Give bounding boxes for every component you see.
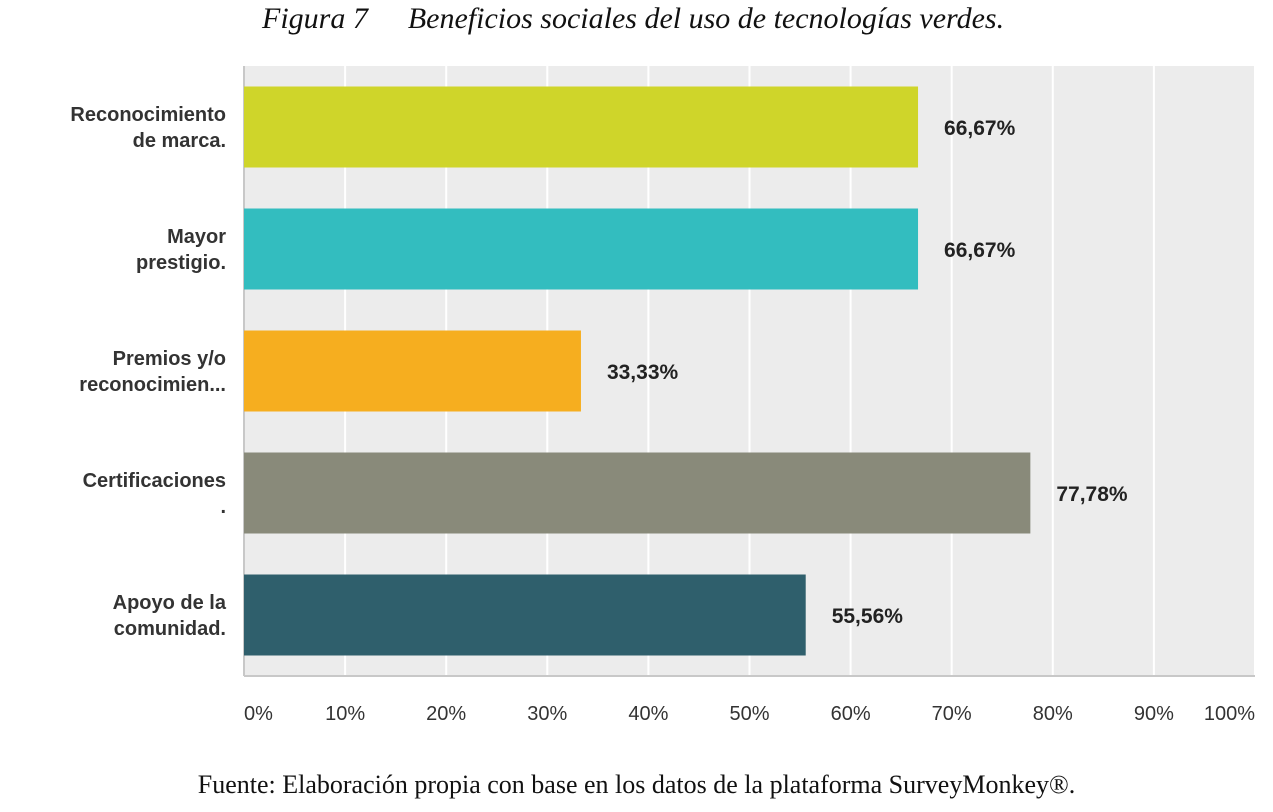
x-tick-label: 90% (1134, 703, 1174, 725)
bar (244, 452, 1031, 534)
x-tick-label: 80% (1033, 703, 1073, 725)
x-tick-label: 40% (628, 703, 668, 725)
bar-chart: 66,67% Reconocimiento de marca. 66,67% Mayor… (70, 66, 1256, 725)
category-label: de marca. (133, 130, 226, 152)
bar (244, 86, 919, 168)
category-label: Reconocimiento (70, 104, 226, 126)
x-tick-label: 60% (831, 703, 871, 725)
value-label: 66,67% (944, 239, 1016, 262)
x-tick-label: 70% (932, 703, 972, 725)
category-label: Premios y/o (113, 348, 226, 370)
x-tick-label: 50% (729, 703, 769, 725)
value-label: 66,67% (944, 117, 1016, 140)
bar (244, 208, 919, 290)
category-label: Apoyo de la (113, 592, 227, 614)
source-note: Fuente: Elaboración propia con base en l… (197, 770, 1076, 799)
figure-title: Beneficios sociales del uso de tecnologí… (407, 2, 1005, 35)
figure-number: Figura 7 (262, 2, 368, 35)
x-tick-label: 20% (426, 703, 466, 725)
category-label: Certificaciones (83, 470, 226, 492)
value-label: 77,78% (1056, 483, 1128, 506)
category-label: Mayor (167, 226, 226, 248)
bar (244, 574, 806, 656)
x-tick-label: 10% (325, 703, 365, 725)
category-label: comunidad. (114, 618, 226, 640)
category-label: prestigio. (136, 252, 226, 274)
x-tick-label: 100% (1204, 703, 1255, 725)
value-label: 33,33% (607, 361, 679, 384)
category-label: reconocimien... (79, 374, 226, 396)
category-label: . (220, 496, 226, 518)
figure-caption: Figura 7 Beneficios sociales del uso de t… (262, 2, 1004, 36)
bar (244, 330, 581, 412)
x-tick-label: 30% (527, 703, 567, 725)
value-label: 55,56% (832, 605, 904, 628)
x-tick-label: 0% (244, 703, 273, 725)
